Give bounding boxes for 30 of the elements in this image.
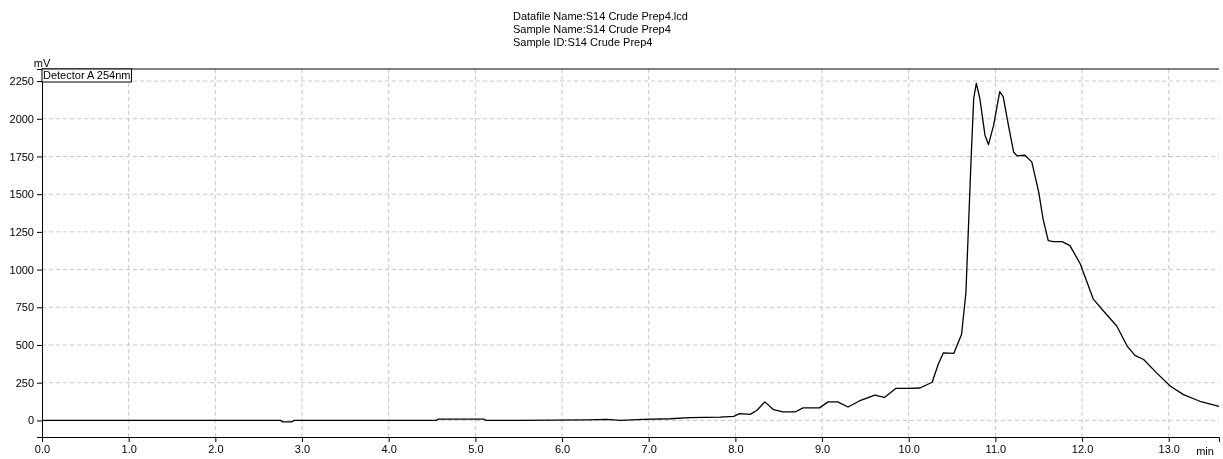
x-tick-label: 13.0 [1158,442,1180,455]
y-tick-label: 1250 [9,225,34,238]
y-tick-label: 2250 [9,75,34,88]
y-tick-label: 2000 [9,112,34,125]
y-tick-label: 1750 [9,150,34,163]
x-tick-label: 4.0 [381,442,397,455]
chart-subtitle: Sample Name:S14 Crude Prep4 [513,23,671,35]
x-tick-label: 12.0 [1071,442,1094,455]
x-tick-label: 5.0 [468,442,484,455]
x-tick-label: 8.0 [728,442,744,455]
y-tick-label: 750 [15,301,34,314]
y-tick-label: 250 [15,376,34,389]
x-tick-label: 2.0 [208,442,224,455]
x-tick-label: 0.0 [34,442,51,455]
x-tick-label: 3.0 [294,442,311,455]
x-axis-title: min [1196,445,1214,457]
y-tick-label: 0 [27,414,34,427]
chart-title: Datafile Name:S14 Crude Prep4.lcd [513,10,688,22]
text: Detector A 254nm [43,69,131,81]
y-tick-label: 1500 [9,188,34,201]
x-tick-label: 7.0 [641,442,657,455]
x-tick-label: 1.0 [121,442,137,455]
x-tick-label: 6.0 [554,442,571,455]
x-tick-label: 11.0 [985,442,1007,455]
text: Sample ID:S14 Crude Prep4 [513,36,653,48]
y-tick-label: 1000 [9,263,34,276]
y-tick-label: 500 [15,339,34,352]
y-axis-title: mV [33,57,51,69]
x-tick-label: 10.0 [898,442,920,455]
x-tick-label: 9.0 [814,442,831,455]
